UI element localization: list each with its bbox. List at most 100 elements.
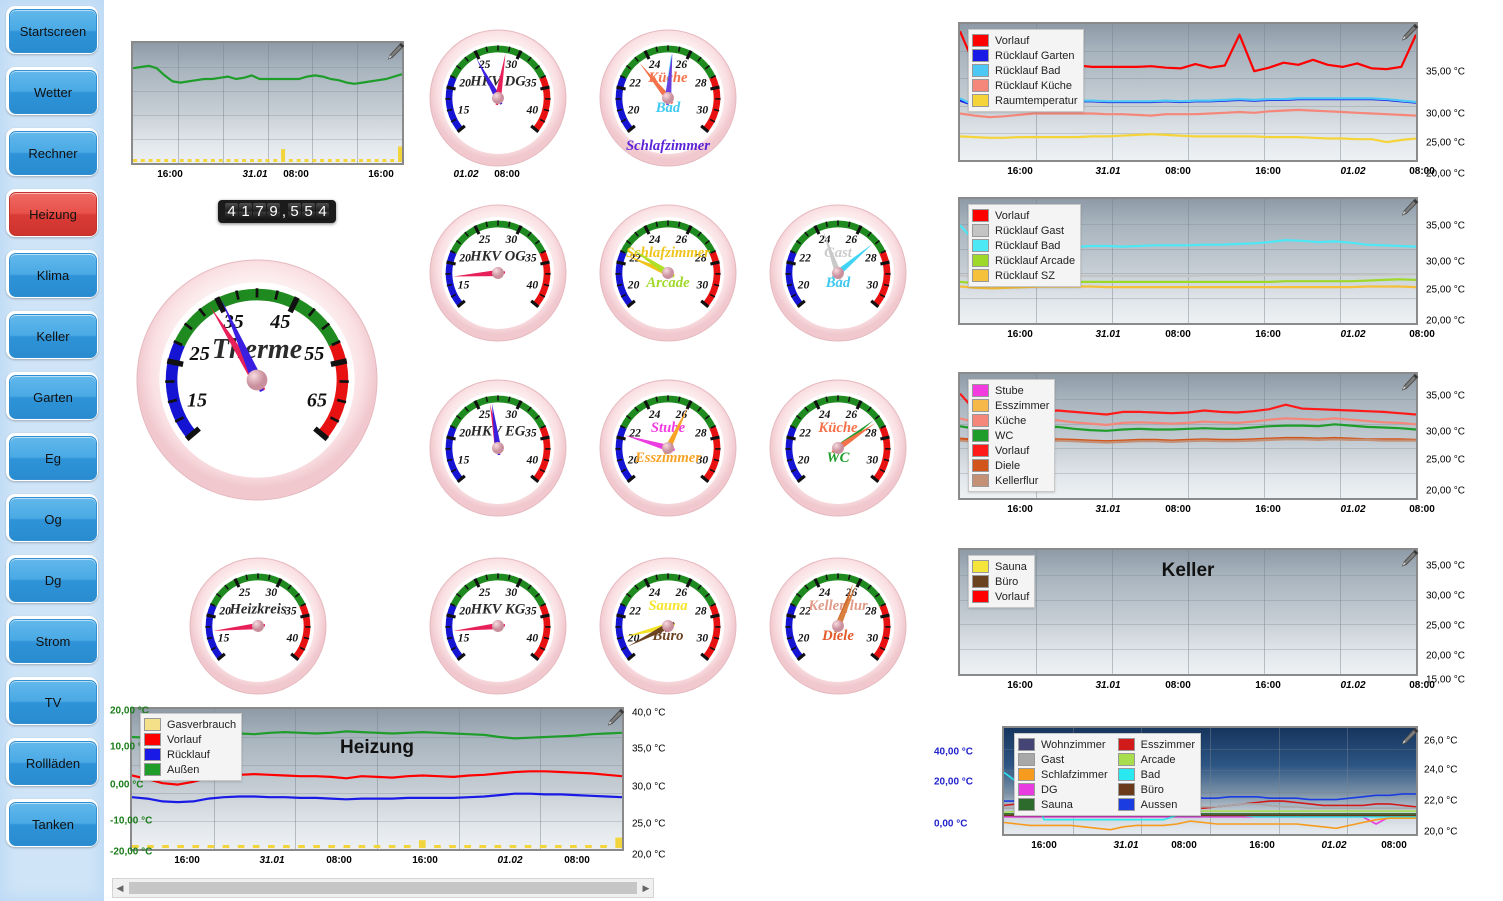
gauge-tick <box>697 231 702 237</box>
pencil-icon[interactable] <box>1398 726 1420 748</box>
gauge-tick <box>206 636 213 640</box>
gauge-tick <box>874 414 880 420</box>
gauge-arc-segment <box>702 603 721 660</box>
gauge-tick <box>534 239 540 245</box>
gauge-tick <box>540 603 547 607</box>
gauge-title: HKV KG <box>470 601 526 617</box>
chart-legend: Vorlauf Rücklauf Gast Rücklauf Bad Rücklauf… <box>968 204 1082 287</box>
pencil-icon[interactable] <box>384 41 406 63</box>
sidebar-item-keller[interactable]: Keller <box>6 311 98 359</box>
legend-swatch <box>1117 783 1135 796</box>
gauge-tick-label: 40 <box>286 632 299 644</box>
horizontal-scrollbar[interactable]: ◀ ▶ <box>112 878 654 898</box>
sidebar-item-rechner[interactable]: Rechner <box>6 128 98 176</box>
gauge-hkv-kg[interactable]: 15 20 25 30 35 40 HKV KG <box>428 556 568 696</box>
gauge-kellerflur-diele[interactable]: 20 22 24 26 28 30 Kellerflur Diele <box>768 556 908 696</box>
gauge-arc-segment <box>532 75 551 132</box>
chart-heizung-chart[interactable]: Heizung Gasverbrauch Vorlauf Rücklauf Außen 1… <box>110 706 665 867</box>
gauge-tick <box>616 458 623 462</box>
gauge-gast-bad[interactable]: 20 22 24 26 28 30 Gast Bad <box>768 203 908 343</box>
gauge-tick <box>485 221 489 228</box>
gauge-tick <box>855 577 863 588</box>
sidebar-item-og[interactable]: Og <box>6 494 98 542</box>
scroll-left-arrow[interactable]: ◀ <box>116 882 124 893</box>
gridline-vertical <box>223 43 224 163</box>
pencil-icon[interactable] <box>604 707 626 729</box>
gauge-needle <box>494 53 506 99</box>
gauge-kueche-wc[interactable]: 20 22 24 26 28 30 Küche WC <box>768 378 908 518</box>
gauge-tick <box>855 399 863 410</box>
sidebar-item-tanken[interactable]: Tanken <box>6 799 98 847</box>
bar-gasverbrauch <box>373 845 381 848</box>
sidebar-item-wetter[interactable]: Wetter <box>6 67 98 115</box>
sidebar-item-eg[interactable]: Eg <box>6 433 98 481</box>
gauge-kueche-bad-sz[interactable]: 20 22 24 26 28 30 Küche Bad Schlafzimmer <box>598 28 738 168</box>
gauge-tick <box>626 299 636 309</box>
x-axis-tick-label: 31.01 <box>1095 504 1121 515</box>
y-axis-tick-label: 40,00 °C <box>934 746 974 758</box>
chart-raumtemp-chart[interactable]: Wohnzimmer Gast Schlafzimmer DG Sauna Esszimm… <box>934 726 1457 851</box>
gauge-tick <box>789 603 796 607</box>
gauge-tick <box>620 646 627 651</box>
gauge-tick <box>456 652 466 662</box>
gauge-hkv-dg[interactable]: 15 20 25 30 35 40 HKV DG <box>428 28 568 168</box>
gauge-arc-segment <box>532 603 551 660</box>
gauge-hkv-og[interactable]: 15 20 25 30 35 40 HKV OG <box>428 203 568 343</box>
gauge-sauna-buero[interactable]: 20 22 24 26 28 30 Sauna Büro <box>598 556 738 696</box>
bar-gasverbrauch <box>267 845 275 848</box>
sidebar-item-heizung[interactable]: Heizung <box>6 189 98 237</box>
scrollbar-thumb[interactable] <box>129 882 637 894</box>
gauge-tick <box>616 435 626 441</box>
scroll-right-arrow[interactable]: ▶ <box>642 882 650 893</box>
pencil-icon[interactable] <box>1398 548 1420 570</box>
chart-keller-chart[interactable]: Keller Sauna Büro Vorlauf 16:00 31.01 08:00 16:… <box>958 548 1465 691</box>
gauge-sz-arcade[interactable]: 202224262830SchlafzimmerArcade <box>598 203 738 343</box>
x-axis-tick-label: 31.01 <box>1095 329 1121 340</box>
sidebar-item-rolll-den[interactable]: Rollläden <box>6 738 98 786</box>
gridline-horizontal <box>960 649 1416 650</box>
gauge-tick <box>697 584 702 590</box>
chart-gas-consumption[interactable]: 16:00 31.01 08:00 16:00 01.02 08:00 <box>131 41 520 180</box>
pencil-icon[interactable] <box>1398 22 1420 44</box>
series-line <box>1004 817 1416 831</box>
gridline-horizontal <box>132 737 622 738</box>
y-axis-tick-label: 30,00 °C <box>1426 590 1466 602</box>
gauge-tick <box>847 574 851 581</box>
sidebar-item-tv[interactable]: TV <box>6 677 98 725</box>
gridline-vertical <box>1340 374 1341 498</box>
gauge-tick-label: 24 <box>648 59 661 71</box>
plot-area <box>133 43 402 163</box>
gauge-tick <box>786 636 793 640</box>
gauge-tick-label: 20 <box>797 632 810 644</box>
gauge-hkv-eg[interactable]: 15 20 25 30 35 40 HKV EG <box>428 378 568 518</box>
pencil-icon[interactable] <box>1398 372 1420 394</box>
chart-eg-chart[interactable]: Stube Esszimmer Küche WC Vorlauf Diele Kellerf… <box>958 372 1465 515</box>
gauge-tick-label: 28 <box>694 78 707 90</box>
gauge-tick <box>540 85 550 91</box>
chart-heizkreis-chart[interactable]: Vorlauf Rücklauf Garten Rücklauf Bad Rückla… <box>958 22 1465 180</box>
bar-gasverbrauch <box>479 845 487 848</box>
sidebar-item-dg[interactable]: Dg <box>6 555 98 603</box>
sidebar-item-klima[interactable]: Klima <box>6 250 98 298</box>
gauge-therme[interactable]: 15 25 35 45 55 65 Therme <box>135 258 379 502</box>
gridline-horizontal <box>960 473 1416 474</box>
sidebar-item-strom[interactable]: Strom <box>6 616 98 664</box>
gauge-tick <box>446 260 456 266</box>
bar-gasverbrauch <box>374 159 379 162</box>
bar-gasverbrauch <box>388 845 396 848</box>
gauge-tick <box>456 299 466 309</box>
chart-og-chart[interactable]: Vorlauf Rücklauf Gast Rücklauf Bad Rücklauf… <box>958 197 1465 340</box>
gauge-heizkreis[interactable]: 15 20 25 30 35 40 Heizkreis <box>188 556 328 696</box>
gauge-tick <box>883 636 890 640</box>
gauge-tick <box>450 118 457 123</box>
legend-item: Vorlauf <box>972 589 1029 604</box>
pencil-icon[interactable] <box>1398 197 1420 219</box>
gauge-stube-esszimmer[interactable]: 20 22 24 26 28 30 Stube Esszimmer <box>598 378 738 518</box>
sidebar-item-garten[interactable]: Garten <box>6 372 98 420</box>
sidebar-item-startscreen[interactable]: Startscreen <box>6 6 98 54</box>
counter-digit: 5 <box>302 203 315 220</box>
gauge-arc-segment <box>785 603 804 660</box>
gauge-tick <box>786 260 796 266</box>
y-axis-tick-label: 0,00 °C <box>110 779 144 791</box>
